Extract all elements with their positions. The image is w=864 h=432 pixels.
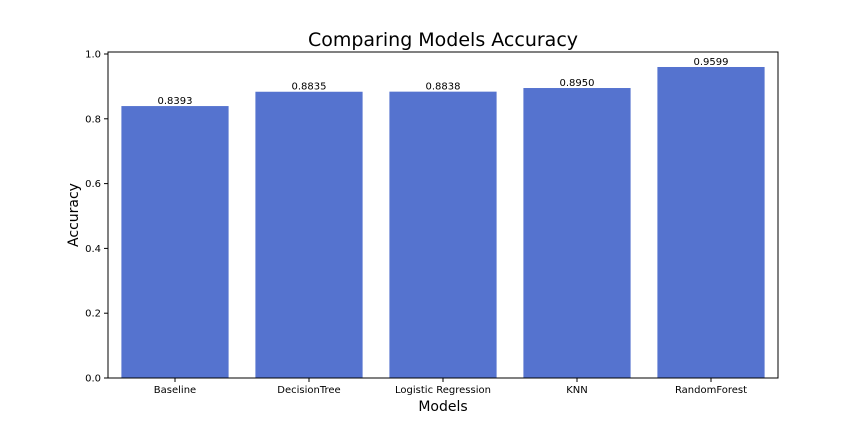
y-tick-label: 0.8 — [85, 114, 101, 125]
x-axis-label: Models — [418, 399, 467, 415]
y-axis-label: Accuracy — [66, 183, 82, 247]
bars-group — [121, 66, 765, 379]
bar-value-label: 0.8838 — [426, 82, 461, 93]
x-tick-label: Logistic Regression — [395, 385, 491, 396]
bar-randomforest — [657, 66, 765, 378]
value-labels-group: 0.8393 0.8835 0.8838 0.8950 0.9599 — [158, 57, 729, 107]
bar-knn — [523, 88, 631, 379]
bar-value-label: 0.8950 — [560, 78, 595, 89]
chart-title: Comparing Models Accuracy — [308, 29, 578, 51]
x-tick-label: KNN — [566, 385, 588, 396]
x-tick-label: Baseline — [154, 385, 196, 396]
y-tick-label: 0.0 — [85, 374, 101, 385]
y-tick-label: 0.2 — [85, 309, 101, 320]
x-axis: Baseline DecisionTree Logistic Regression K… — [154, 378, 747, 396]
x-tick-label: DecisionTree — [277, 385, 340, 396]
y-tick-label: 0.4 — [85, 244, 101, 255]
x-tick-label: RandomForest — [675, 385, 747, 396]
bar-baseline — [121, 106, 229, 378]
y-axis: 0.0 0.2 0.4 0.6 0.8 1.0 — [85, 50, 108, 385]
bar-value-label: 0.8393 — [158, 96, 193, 107]
y-tick-label: 0.6 — [85, 179, 101, 190]
bar-value-label: 0.8835 — [292, 82, 327, 93]
bar-logistic-regression — [389, 91, 497, 378]
y-tick-label: 1.0 — [85, 50, 101, 61]
bar-value-label: 0.9599 — [694, 57, 729, 68]
bar-decisiontree — [255, 91, 363, 378]
